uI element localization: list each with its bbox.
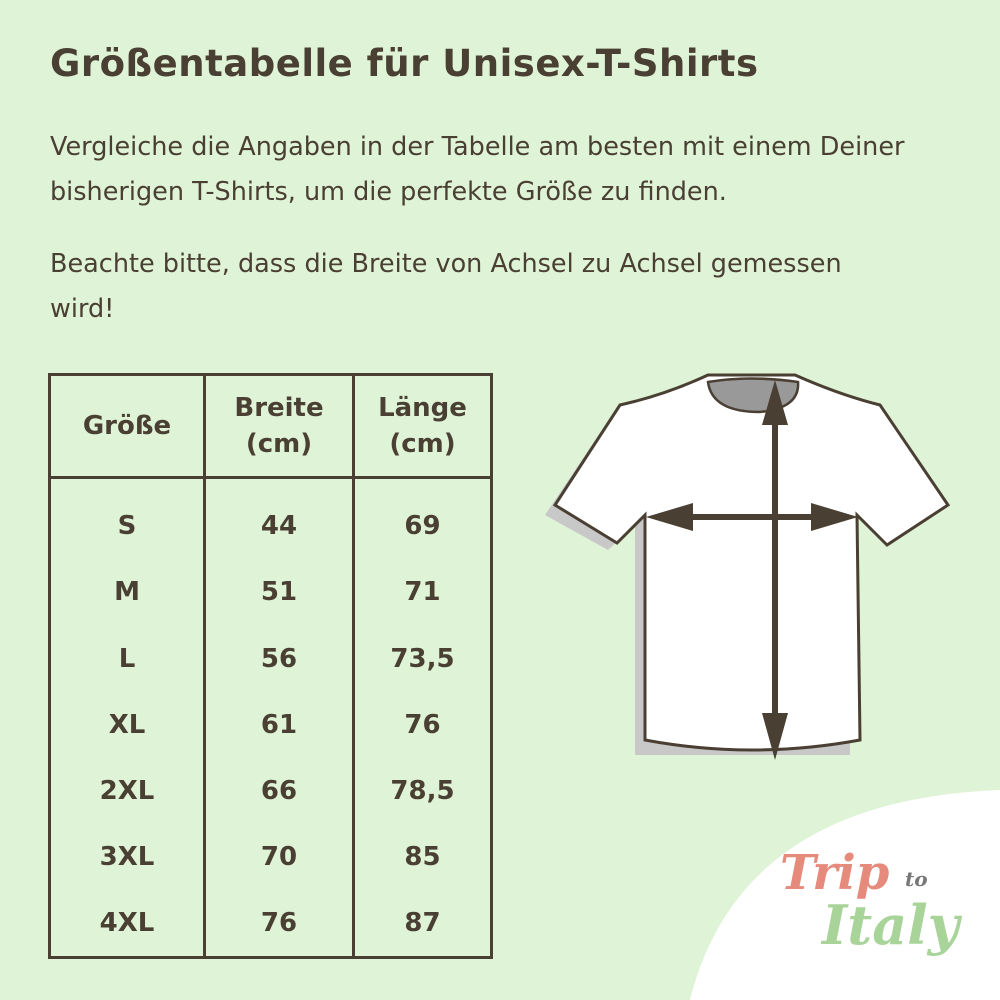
table-row: M 51 71 <box>48 559 493 626</box>
page-title: Größentabelle für Unisex-T-Shirts <box>50 42 759 85</box>
size-cell: M <box>48 559 206 626</box>
length-arrow <box>762 380 788 760</box>
length-cell: 78,5 <box>352 757 493 824</box>
length-cell: 69 <box>352 477 493 560</box>
length-cell: 85 <box>352 823 493 890</box>
header-length: Länge (cm) <box>352 374 493 479</box>
intro-text: Vergleiche die Angaben in der Tabelle am… <box>50 132 905 207</box>
width-cell: 61 <box>203 691 355 758</box>
length-cell: 76 <box>352 691 493 758</box>
width-cell: 56 <box>203 625 355 692</box>
width-cell: 66 <box>203 757 355 824</box>
width-cell: 70 <box>203 823 355 890</box>
table-row: S 44 69 <box>48 477 493 560</box>
size-cell: 4XL <box>48 889 206 958</box>
size-cell: 2XL <box>48 757 206 824</box>
length-cell: 73,5 <box>352 625 493 692</box>
table-row: 2XL 66 78,5 <box>48 757 493 824</box>
logo-trip: Trip <box>780 845 890 901</box>
trip-to-italy-logo: Trip to Italy <box>780 845 980 975</box>
width-cell: 76 <box>203 889 355 958</box>
logo-italy: Italy <box>822 893 960 957</box>
note-text: Beachte bitte, dass die Breite von Achse… <box>50 249 842 324</box>
size-cell: L <box>48 625 206 692</box>
table-header: Größe Breite (cm) Länge (cm) <box>48 374 493 479</box>
table-row: 4XL 76 87 <box>48 889 493 958</box>
table-row: L 56 73,5 <box>48 625 493 692</box>
size-table: Größe Breite (cm) Länge (cm) S 44 69 M 51 71 L… <box>48 373 493 959</box>
width-arrow <box>646 503 858 531</box>
header-width: Breite (cm) <box>203 374 355 479</box>
size-cell: XL <box>48 691 206 758</box>
logo-to: to <box>905 867 928 891</box>
width-cell: 51 <box>203 559 355 626</box>
decorative-blob <box>690 790 1000 1000</box>
table-row: XL 61 76 <box>48 691 493 758</box>
width-cell: 44 <box>203 477 355 560</box>
tshirt-outline <box>552 373 951 752</box>
header-size: Größe <box>48 374 206 479</box>
size-cell: 3XL <box>48 823 206 890</box>
length-cell: 71 <box>352 559 493 626</box>
table-row: 3XL 70 85 <box>48 823 493 890</box>
size-cell: S <box>48 477 206 560</box>
length-cell: 87 <box>352 889 493 958</box>
